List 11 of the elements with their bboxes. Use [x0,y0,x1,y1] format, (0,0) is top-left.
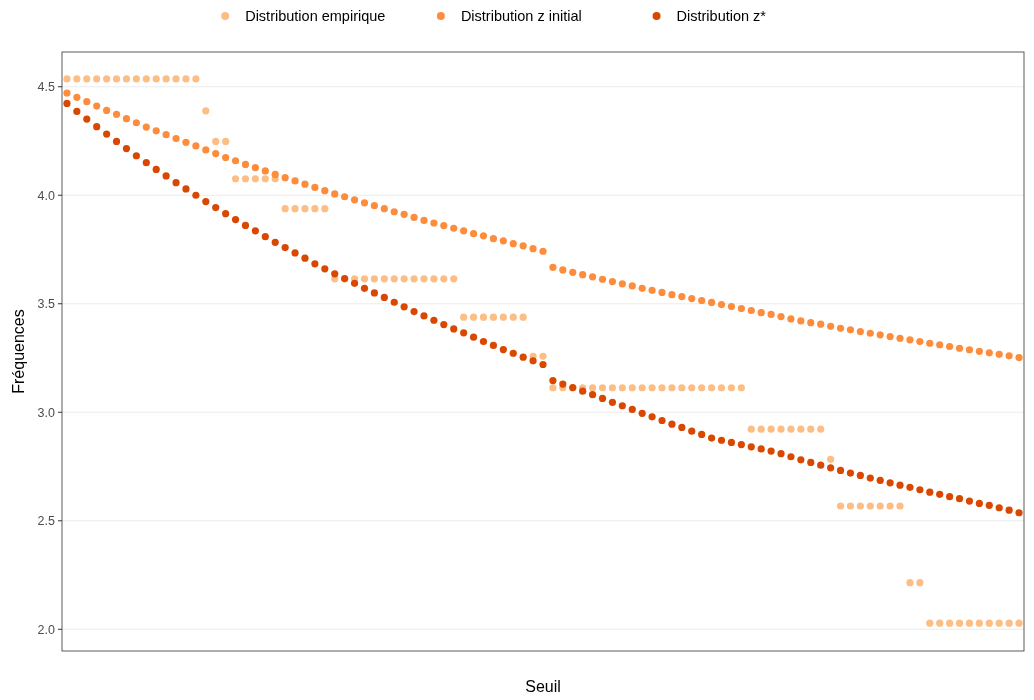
y-tick-label: 3.0 [37,405,56,420]
y-tick-label: 2.5 [37,514,56,529]
x-axis-title: Seuil [525,678,561,695]
legend-label: Distribution empirique [245,8,386,25]
legend-label: Distribution z* [676,8,767,25]
y-tick-label: 2.0 [37,622,56,637]
y-tick-label: 4.5 [37,80,56,95]
y-axis-title: Fréquences [10,309,27,394]
y-tick-label: 3.5 [37,297,56,312]
y-tick-label: 4.0 [37,188,56,203]
legend-label: Distribution z initial [460,8,582,25]
